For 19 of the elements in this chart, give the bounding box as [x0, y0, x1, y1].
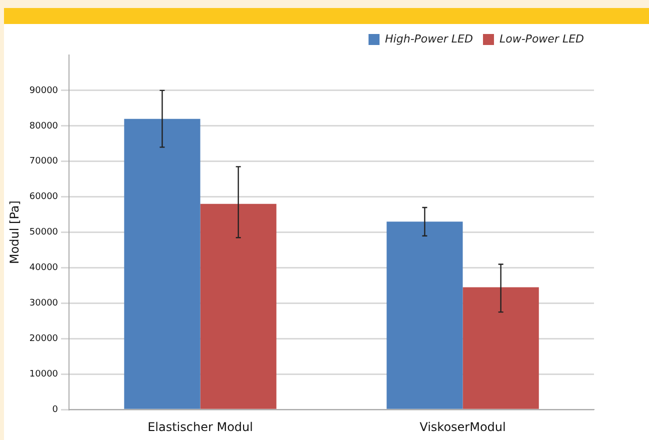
y-axis-title: Modul [Pa]: [7, 200, 22, 264]
y-tick-label: 70000: [29, 156, 58, 167]
bar: [200, 204, 276, 409]
y-tick-label: 50000: [29, 228, 58, 238]
bar: [386, 222, 463, 409]
y-tick-label: 30000: [29, 298, 58, 309]
bar: [462, 287, 539, 409]
y-tick-label: 10000: [29, 369, 58, 380]
y-tick-label: 90000: [29, 86, 58, 96]
y-tick-label: 40000: [29, 263, 58, 274]
y-tick-label: 80000: [29, 121, 58, 132]
x-tick-label: ViskoserModul: [420, 420, 506, 434]
legend-label: Low-Power LED: [499, 32, 584, 46]
y-tick-label: 0: [52, 404, 58, 415]
y-tick-label: 20000: [29, 334, 58, 344]
x-tick-label: Elastischer Modul: [148, 420, 253, 434]
bar: [124, 118, 200, 409]
legend-label: High-Power LED: [385, 32, 473, 46]
y-tick-label: 60000: [29, 192, 58, 202]
